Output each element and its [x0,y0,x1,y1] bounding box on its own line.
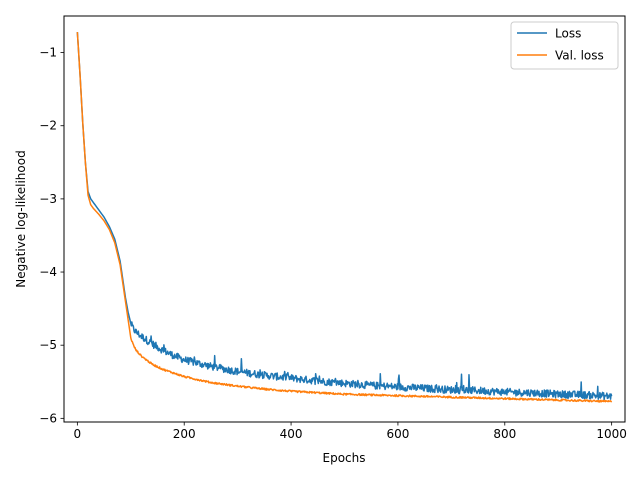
series-layer [76,32,613,403]
x-tick-label: 800 [493,427,516,441]
legend-label-val-loss: Val. loss [555,49,604,63]
y-tick-label: −1 [39,46,57,60]
legend: Loss Val. loss [510,21,619,70]
y-tick-label: −2 [39,119,57,133]
y-tick-label: −3 [39,192,57,206]
y-tick-label: −4 [39,265,57,279]
x-axis-label: Epochs [323,451,366,465]
series-line-val-loss [76,32,613,403]
legend-label-loss: Loss [555,27,581,41]
x-tick-label: 200 [173,427,196,441]
y-tick-label: −5 [39,338,57,352]
y-axis-label: Negative log-likelihood [14,150,28,287]
series-line-loss [76,32,613,401]
x-tick-label: 400 [280,427,303,441]
x-axis: 0 200 400 600 800 1000 [74,422,627,441]
y-tick-label: −6 [39,411,57,425]
x-tick-label: 0 [74,427,82,441]
y-axis: −1 −2 −3 −4 −5 −6 [39,46,64,425]
x-tick-label: 1000 [596,427,627,441]
x-tick-label: 600 [386,427,409,441]
plot-frame [63,15,626,423]
